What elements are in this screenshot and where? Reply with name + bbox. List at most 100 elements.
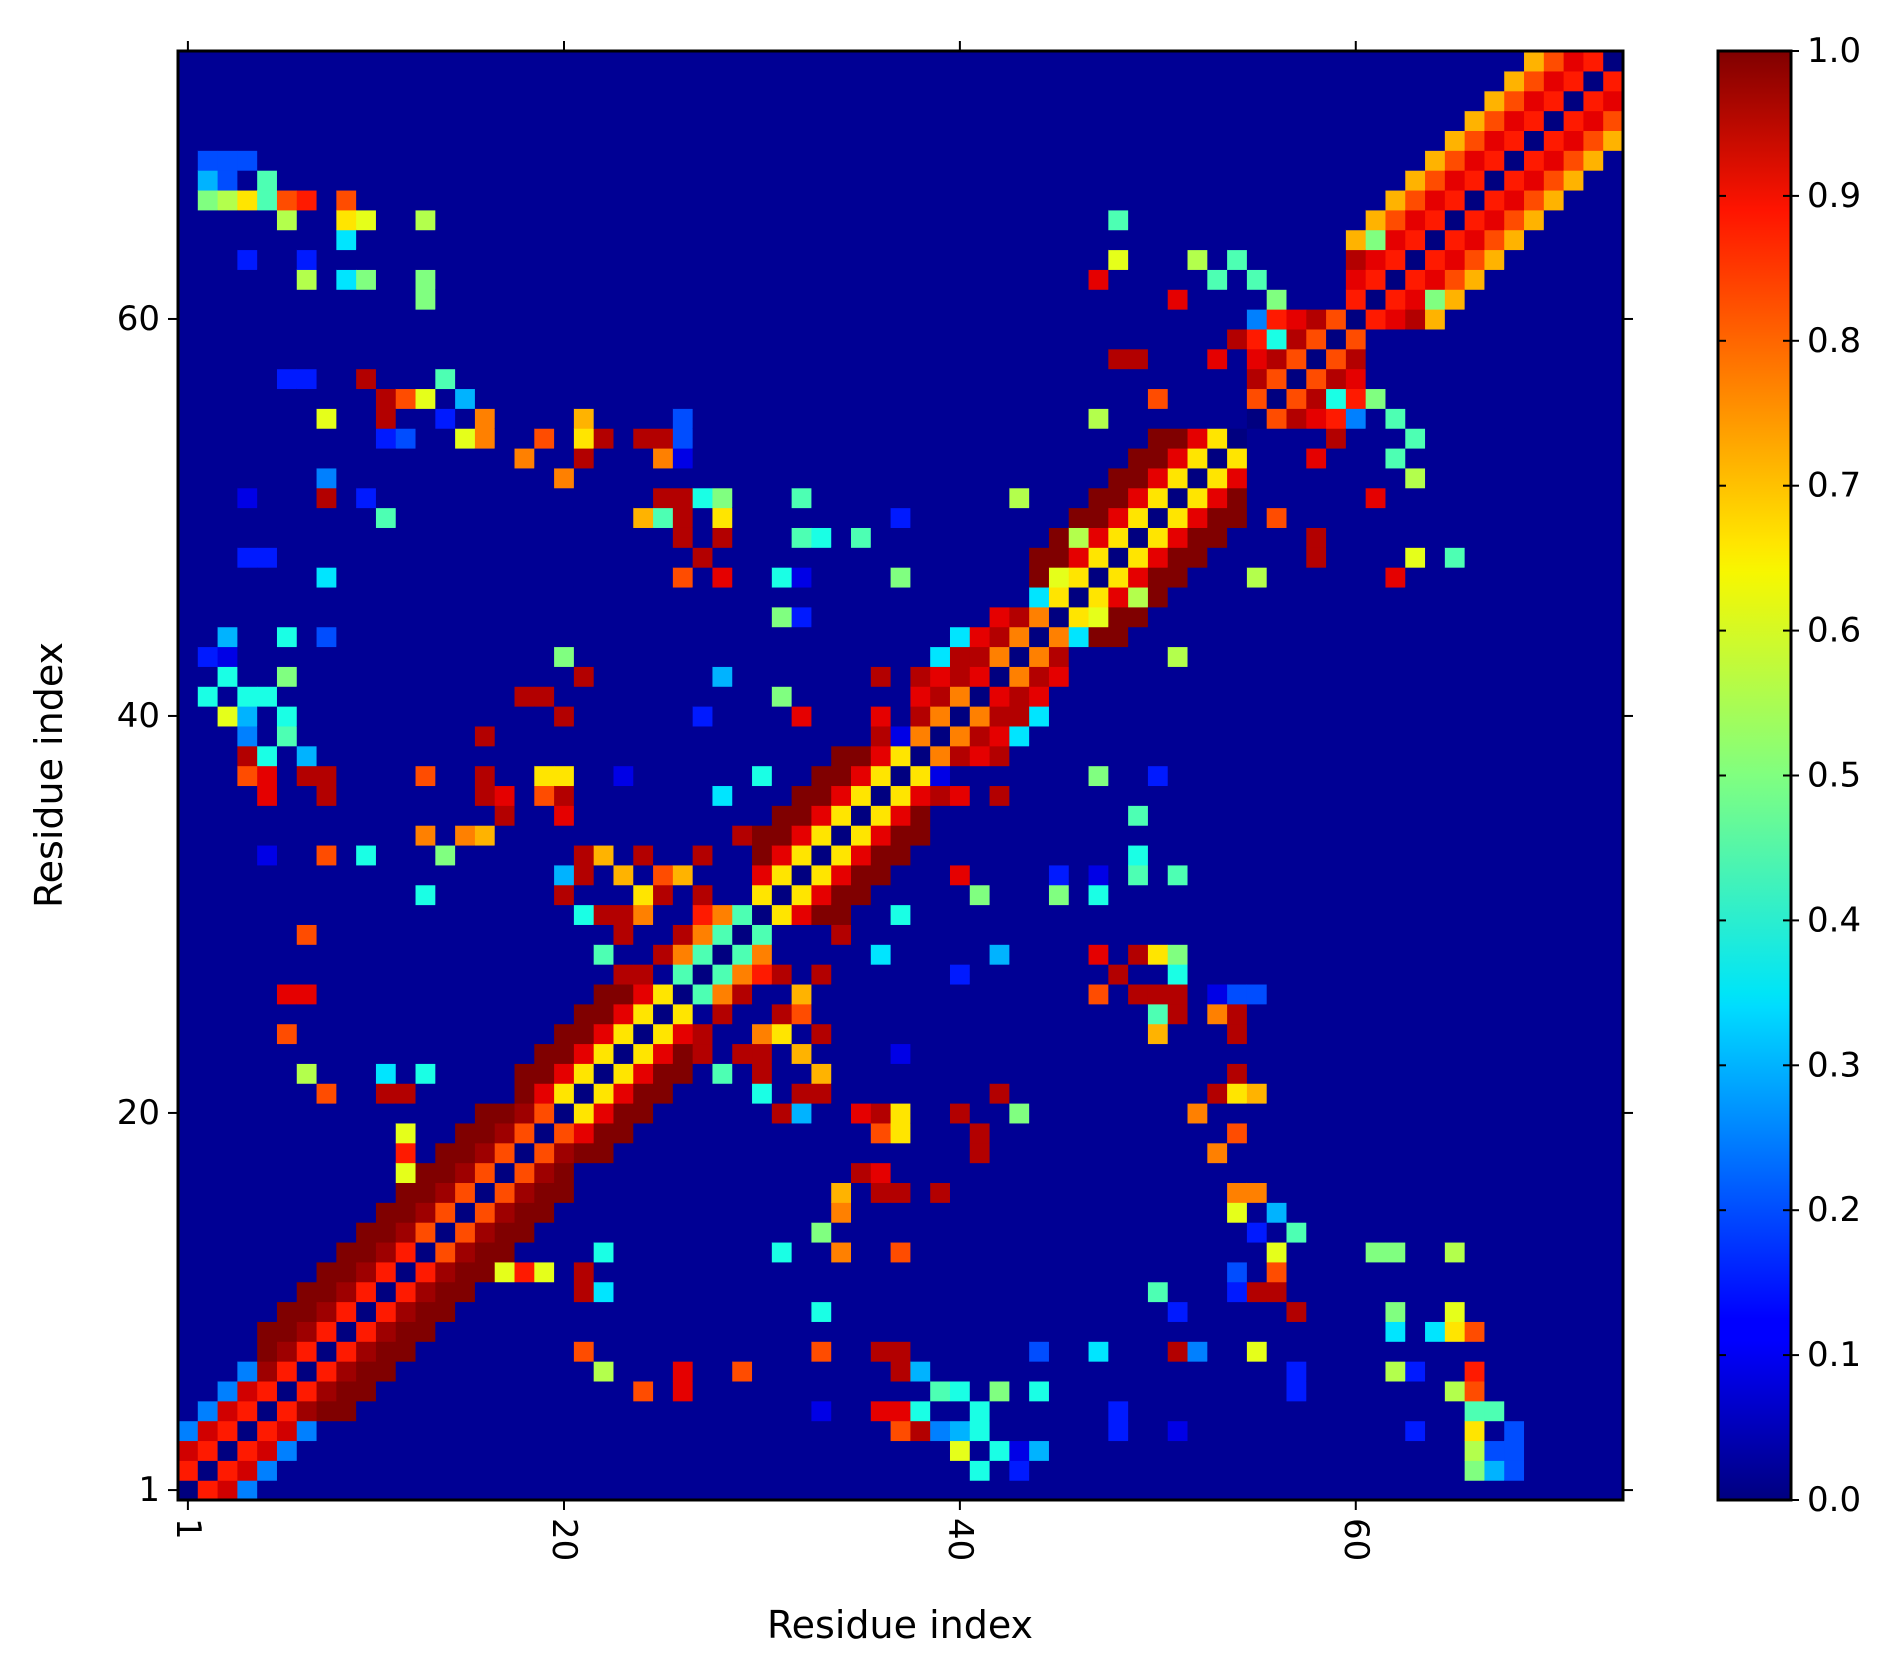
heatmap-cell <box>692 725 714 747</box>
heatmap-cell <box>593 785 615 806</box>
heatmap-cell <box>593 964 615 985</box>
heatmap-cell <box>217 1361 238 1382</box>
heatmap-cell <box>1088 1361 1109 1382</box>
heatmap-cell <box>732 1361 753 1382</box>
heatmap-cell <box>197 289 219 310</box>
heatmap-cell <box>316 1222 337 1243</box>
heatmap-cell <box>336 646 357 667</box>
heatmap-cell <box>1167 130 1189 151</box>
heatmap-cell <box>890 428 911 449</box>
heatmap-cell <box>217 388 238 409</box>
heatmap-cell <box>811 586 832 608</box>
heatmap-cell <box>1048 1162 1070 1184</box>
heatmap-cell <box>1266 70 1288 92</box>
heatmap-cell <box>969 1241 991 1263</box>
heatmap-cell <box>1068 1301 1090 1322</box>
heatmap-cell <box>1128 388 1149 409</box>
heatmap-cell <box>949 209 971 231</box>
heatmap-cell <box>455 408 476 429</box>
heatmap-cell <box>1385 1341 1406 1362</box>
heatmap-cell <box>1128 1400 1149 1422</box>
heatmap-cell <box>1227 348 1248 370</box>
heatmap-cell <box>1405 1063 1426 1084</box>
heatmap-cell <box>1484 626 1505 648</box>
heatmap-cell <box>1286 844 1307 866</box>
heatmap-cell <box>1128 1321 1149 1342</box>
heatmap-cell <box>969 447 991 469</box>
heatmap-cell <box>1286 408 1307 429</box>
heatmap-cell <box>613 686 634 707</box>
heatmap-cell <box>1425 428 1446 449</box>
heatmap-cell <box>534 408 555 429</box>
heatmap-cell <box>435 825 456 846</box>
heatmap-cell <box>435 150 456 171</box>
heatmap-cell <box>554 904 575 925</box>
heatmap-cell <box>415 209 436 231</box>
heatmap-cell <box>296 904 318 925</box>
heatmap-cell <box>1425 924 1446 945</box>
heatmap-cell <box>1365 745 1387 767</box>
heatmap-cell <box>831 487 852 509</box>
heatmap-cell <box>1504 70 1525 92</box>
heatmap-cell <box>1385 289 1406 310</box>
heatmap-cell <box>593 1301 615 1322</box>
heatmap-cell <box>1227 289 1248 310</box>
heatmap-cell <box>237 586 258 608</box>
heatmap-cell <box>415 150 436 171</box>
heatmap-cell <box>276 626 298 648</box>
heatmap-cell <box>415 805 436 826</box>
heatmap-cell <box>1464 567 1486 588</box>
heatmap-cell <box>969 1122 991 1144</box>
heatmap-cell <box>732 1460 753 1481</box>
heatmap-cell <box>930 368 951 390</box>
heatmap-cell <box>989 1361 1010 1382</box>
heatmap-cell <box>1128 328 1149 350</box>
heatmap-cell <box>870 348 892 370</box>
heatmap-cell <box>653 1043 674 1064</box>
heatmap-cell <box>1306 388 1327 409</box>
heatmap-cell <box>732 725 753 747</box>
heatmap-cell <box>1504 1440 1525 1461</box>
heatmap-cell <box>1128 70 1149 92</box>
heatmap-cell <box>336 1043 357 1064</box>
heatmap-cell <box>1444 706 1466 727</box>
heatmap-cell <box>910 328 931 350</box>
heatmap-cell <box>237 90 258 112</box>
heatmap-cell <box>870 229 892 251</box>
heatmap-cell <box>375 51 397 72</box>
heatmap-cell <box>672 725 694 747</box>
heatmap-cell <box>910 1122 931 1144</box>
heatmap-cell <box>494 547 516 568</box>
heatmap-cell <box>672 646 694 667</box>
heatmap-cell <box>375 1440 397 1461</box>
heatmap-cell <box>1088 1122 1109 1144</box>
heatmap-cell <box>1266 805 1288 826</box>
heatmap-cell <box>771 1321 793 1342</box>
heatmap-cell <box>217 606 238 628</box>
heatmap-cell <box>989 170 1010 191</box>
heatmap-cell <box>1108 1043 1129 1064</box>
heatmap-cell <box>949 1361 971 1382</box>
heatmap-cell <box>1128 487 1149 509</box>
heatmap-cell <box>1306 428 1327 449</box>
heatmap-cell <box>949 567 971 588</box>
heatmap-cell <box>831 805 852 826</box>
heatmap-cell <box>1504 328 1525 350</box>
heatmap-cell <box>1524 964 1545 985</box>
heatmap-cell <box>870 844 892 866</box>
heatmap-cell <box>1345 1341 1367 1362</box>
heatmap-cell <box>276 924 298 945</box>
heatmap-cell <box>1207 1241 1228 1263</box>
heatmap-cell <box>930 944 951 965</box>
heatmap-cell <box>237 328 258 350</box>
heatmap-cell <box>217 1480 238 1501</box>
heatmap-cell <box>791 1380 813 1402</box>
heatmap-cell <box>1464 368 1486 390</box>
heatmap-cell <box>1266 209 1288 231</box>
heatmap-cell <box>395 745 417 767</box>
heatmap-cell <box>356 110 377 131</box>
heatmap-cell <box>1484 1222 1505 1243</box>
heatmap-cell <box>712 487 733 509</box>
heatmap-cell <box>870 1440 892 1461</box>
heatmap-cell <box>1068 1162 1090 1184</box>
